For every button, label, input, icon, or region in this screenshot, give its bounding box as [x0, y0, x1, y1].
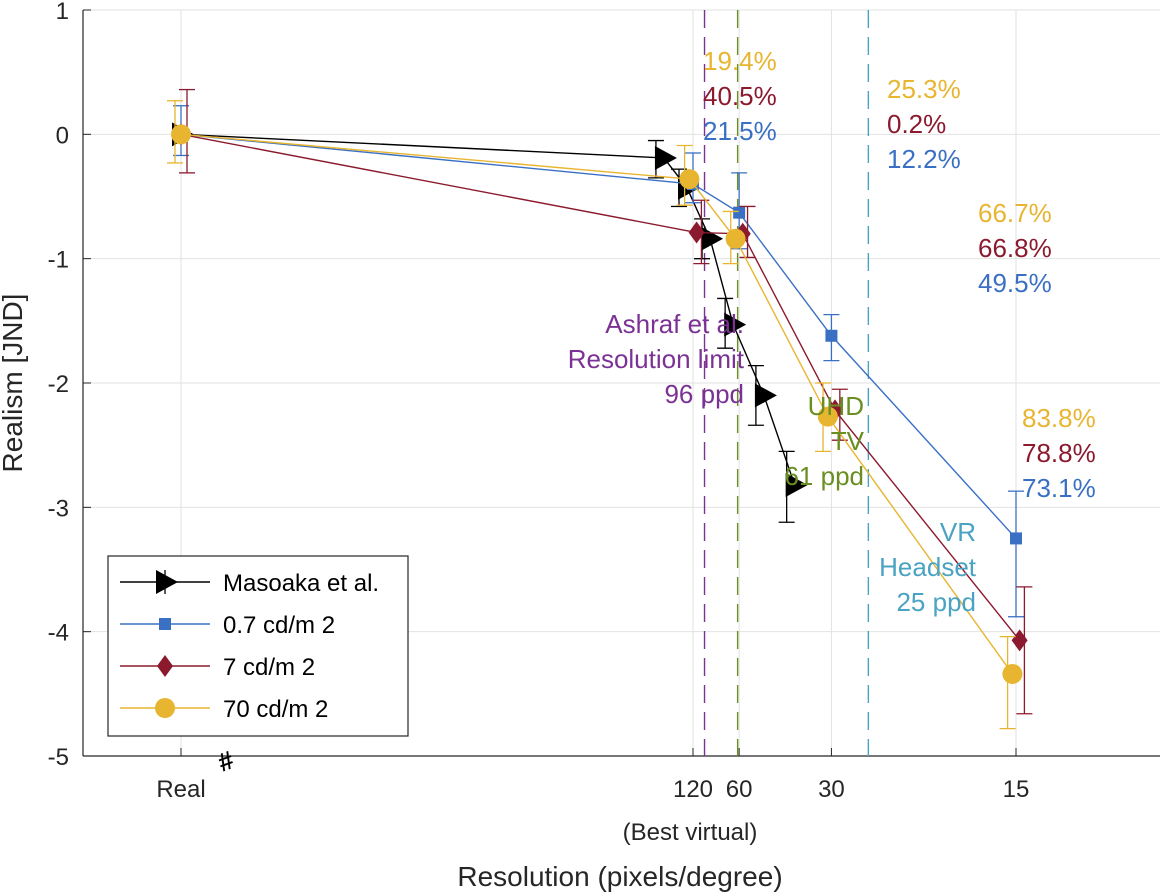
- y-tick-label: -2: [48, 371, 69, 398]
- percent-annotation: 66.8%: [978, 233, 1052, 263]
- data-point: [156, 570, 178, 594]
- data-point: [171, 124, 191, 145]
- annotation-layer: Ashraf et al. Resolution limit 96 ppd UHD TV…: [568, 46, 1096, 617]
- data-point: [724, 312, 747, 337]
- percent-annotation: 40.5%: [703, 81, 777, 111]
- data-point: [679, 169, 700, 190]
- data-point: [157, 655, 173, 677]
- y-tick-label: -3: [48, 495, 69, 522]
- y-tick-label: -1: [48, 247, 69, 274]
- percent-annotation: 73.1%: [1022, 473, 1096, 503]
- data-point: [1011, 629, 1028, 652]
- legend: Masoaka et al. 0.7 cd/m 2 7 cd/m 2 70 cd/m …: [107, 555, 409, 737]
- x-tick-label: 60: [726, 776, 753, 803]
- data-point: [725, 228, 746, 249]
- percent-annotation: 66.7%: [978, 198, 1052, 228]
- y-tick-label: -5: [48, 744, 69, 771]
- data-point: [1010, 532, 1022, 545]
- data-point: [654, 145, 677, 170]
- percent-annotation: 19.4%: [703, 46, 777, 76]
- series-layer: [167, 88, 1033, 730]
- series-line: [180, 133, 1017, 539]
- reference-label: UHD: [808, 391, 864, 421]
- data-point: [159, 618, 171, 630]
- reference-lines-layer: [703, 10, 870, 756]
- data-point: [688, 221, 705, 244]
- x-tick-label: 120: [673, 776, 713, 803]
- reference-label: Resolution limit: [568, 344, 745, 374]
- reference-label: TV: [831, 426, 865, 456]
- x-axis-title: Resolution (pixels/degree): [457, 861, 782, 892]
- reference-label: Ashraf et al.: [605, 309, 744, 339]
- reference-label: 96 ppd: [664, 379, 744, 409]
- legend-label: 7 cd/m 2: [223, 654, 315, 681]
- y-tick-label: -4: [48, 620, 69, 647]
- data-point: [817, 406, 838, 427]
- data-point: [155, 698, 175, 718]
- y-axis-title: Realism [JND]: [0, 294, 28, 473]
- x-tick-label: 15: [1003, 776, 1030, 803]
- percent-annotation: 78.8%: [1022, 438, 1096, 468]
- axis-break-mark: #: [214, 744, 238, 777]
- y-tick-label: 0: [56, 122, 69, 149]
- data-point: [1002, 663, 1023, 684]
- data-point: [785, 472, 808, 497]
- percent-annotation: 83.8%: [1022, 403, 1096, 433]
- x-tick-label: 30: [818, 776, 845, 803]
- y-tick-label: 1: [56, 0, 69, 25]
- reference-label: VR: [940, 517, 976, 547]
- data-point: [754, 383, 777, 408]
- data-point: [825, 329, 838, 342]
- legend-label: 70 cd/m 2: [223, 696, 328, 723]
- legend-label: Masoaka et al.: [223, 570, 379, 597]
- reference-label: 25 ppd: [896, 587, 976, 617]
- legend-label: 0.7 cd/m 2: [223, 612, 335, 639]
- percent-annotation: 25.3%: [887, 74, 961, 104]
- percent-annotation: 21.5%: [703, 116, 777, 146]
- axes-layer: 1 0 -1 -2 -3 -4 -5 Real 120 60 30 15 #: [48, 0, 1160, 803]
- percent-annotation: 49.5%: [978, 268, 1052, 298]
- x-axis-subtitle: (Best virtual): [623, 819, 758, 846]
- series-3: [167, 100, 1023, 730]
- reference-label: 61 ppd: [784, 461, 864, 491]
- data-point: [733, 206, 746, 219]
- reference-label: Headset: [879, 552, 977, 582]
- percent-annotation: 12.2%: [887, 144, 961, 174]
- x-tick-label: Real: [156, 776, 205, 803]
- percent-annotation: 0.2%: [887, 109, 946, 139]
